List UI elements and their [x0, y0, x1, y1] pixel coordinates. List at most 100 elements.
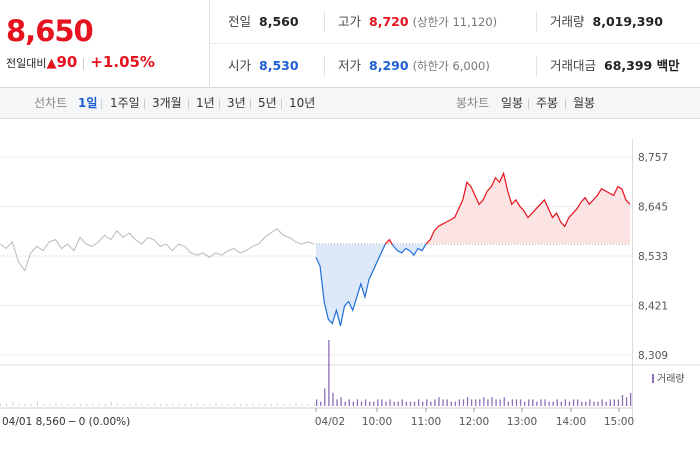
today-volume-bar	[613, 399, 615, 406]
today-volume-bar	[528, 399, 530, 406]
today-volume-bar	[397, 401, 399, 406]
prev-volume-bar	[233, 403, 235, 406]
candle-tab-weekly[interactable]: 주봉	[536, 96, 559, 110]
change-row: 전일대비▲90 +1.05%	[6, 53, 155, 71]
today-volume-bar	[515, 399, 518, 406]
today-volume-bar	[560, 401, 562, 406]
period-divider	[250, 99, 251, 109]
today-volume-bar	[360, 401, 363, 406]
stat-sub: (상한가 11,120)	[412, 15, 498, 29]
stat-label: 거래대금	[550, 58, 597, 73]
y-tick-label: 8,757	[638, 152, 668, 164]
stat-value: 8,019,390	[592, 14, 663, 29]
prev-volume-bar	[135, 403, 137, 406]
stat-value: 8,560	[259, 14, 299, 29]
today-volume-bar	[507, 401, 509, 406]
today-volume-bar	[381, 399, 383, 406]
prev-volume-bar	[184, 403, 186, 406]
quote-header: 8,650 전일대비▲90 +1.05% 전일 8,560 고가 8,720 (상한가 …	[0, 0, 700, 88]
volume-legend-label: 거래량	[657, 373, 685, 385]
today-volume-bar	[576, 399, 579, 406]
prev-volume-bar	[215, 403, 217, 406]
period-tab-1d[interactable]: 1일	[78, 96, 98, 110]
x-tick-label: 15:00	[604, 416, 634, 428]
prev-volume-bar	[43, 403, 45, 406]
today-volume-bar	[373, 401, 375, 406]
chart-area[interactable]: 8,757 8,645 8,533 8,421 8,309 04/02 10:00 11:0…	[0, 119, 700, 450]
prev-volume-bar	[209, 403, 211, 406]
volume-legend-swatch	[652, 374, 654, 383]
period-tab-5y[interactable]: 5년	[258, 96, 277, 110]
period-tab-1y[interactable]: 1년	[196, 96, 215, 110]
today-volume-bar	[536, 401, 538, 406]
area-fills	[316, 173, 630, 326]
today-volume-bar	[340, 397, 342, 406]
today-volume-bar	[438, 397, 440, 406]
prev-volume-bar	[227, 403, 229, 406]
prev-volume-bar	[160, 403, 162, 406]
period-divider	[565, 99, 566, 109]
prev-volume-bar	[258, 403, 260, 406]
prev-volume-bar	[12, 401, 14, 406]
prev-volume-bar	[289, 403, 291, 406]
prev-volume-bar	[36, 401, 38, 406]
today-volume-bar	[385, 401, 387, 406]
stat-label: 전일	[228, 14, 252, 29]
today-volume-bar	[540, 399, 542, 406]
today-volume-bar	[405, 401, 408, 406]
today-volume-bar	[483, 397, 485, 406]
today-volume-bar	[519, 399, 522, 406]
today-volume-bar	[316, 399, 318, 406]
stat-value: 8,530	[259, 58, 299, 73]
today-volume-bar	[552, 401, 554, 406]
prev-volume-bar	[30, 403, 32, 406]
x-tick-label: 13:00	[507, 416, 537, 428]
today-volume-bar	[356, 399, 359, 406]
period-tab-3m[interactable]: 3개월	[152, 96, 182, 110]
chart-annotations: 거래량 04/01 8,560 ─ 0 (0.00%)	[2, 373, 685, 428]
today-volume-bar	[324, 388, 326, 406]
change-percent: +1.05%	[90, 53, 155, 71]
current-price: 8,650	[6, 14, 94, 48]
stat-low: 저가 8,290 (하한가 6,000)	[338, 44, 490, 88]
intraday-chart[interactable]: 8,757 8,645 8,533 8,421 8,309 04/02 10:00 11:0…	[0, 119, 700, 450]
prev-volume-bar	[190, 403, 192, 406]
today-volume-bar	[625, 397, 628, 406]
today-volume-bar	[544, 399, 546, 406]
prev-day-line	[0, 227, 315, 272]
prev-volume-bar	[67, 403, 69, 406]
prev-volume-bar	[116, 403, 118, 406]
today-volume-bar	[499, 399, 501, 406]
period-tab-1w[interactable]: 1주일	[110, 96, 140, 110]
x-tick-label: 10:00	[362, 416, 392, 428]
candle-tab-daily[interactable]: 일봉	[501, 96, 524, 110]
stat-amount: 거래대금 68,399 백만	[550, 44, 680, 88]
today-volume-bar	[364, 399, 367, 406]
candle-chart-label: 봉차트	[456, 96, 490, 110]
today-volume-bar	[597, 401, 599, 406]
period-divider	[144, 99, 145, 109]
period-tab-10y[interactable]: 10년	[289, 96, 316, 110]
period-divider	[281, 99, 282, 109]
today-volume-bar	[389, 399, 391, 406]
stat-divider	[324, 12, 325, 32]
today-volume-bar	[422, 401, 424, 406]
prev-volume-bar	[307, 403, 309, 406]
line-chart-label: 선차트	[34, 96, 68, 110]
y-axis-ticks: 8,757 8,645 8,533 8,421 8,309	[638, 152, 668, 362]
today-volume-bar	[568, 401, 571, 406]
today-down-line	[391, 243, 427, 257]
period-tab-3y[interactable]: 3년	[227, 96, 246, 110]
stat-value: 8,720	[369, 14, 409, 29]
stat-label: 고가	[338, 14, 362, 29]
prev-volume-bar	[178, 403, 180, 406]
prev-volume-bar	[264, 403, 266, 406]
today-volume-bar	[491, 397, 493, 406]
stat-open: 시가 8,530	[228, 44, 299, 88]
stat-prev-close: 전일 8,560	[228, 0, 299, 44]
candle-tab-monthly[interactable]: 월봉	[573, 96, 596, 110]
today-volume-bar	[564, 399, 567, 406]
today-volume-bar	[446, 399, 448, 406]
today-volume-bar	[417, 399, 420, 406]
prev-volume-bar	[240, 403, 242, 406]
